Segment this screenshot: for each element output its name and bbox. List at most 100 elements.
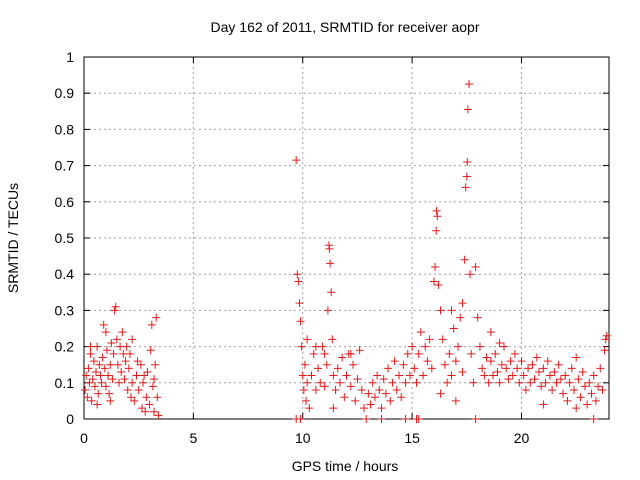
data-point [526, 378, 535, 387]
data-point [397, 393, 406, 402]
data-point [447, 371, 456, 380]
data-point [432, 226, 441, 235]
data-point [510, 349, 519, 358]
data-point [447, 306, 456, 315]
data-point [88, 375, 97, 384]
data-point [320, 349, 329, 358]
data-point [139, 378, 148, 387]
data-point [298, 371, 307, 380]
data-point [432, 206, 441, 215]
data-point [585, 378, 594, 387]
data-point [309, 349, 318, 358]
data-point [120, 375, 129, 384]
data-point [349, 360, 358, 369]
data-point [360, 404, 368, 413]
data-point [466, 270, 475, 279]
data-point [314, 364, 323, 373]
data-point [147, 320, 156, 329]
data-point [329, 404, 338, 413]
data-point [112, 335, 121, 344]
x-axis-label: GPS time / hours [292, 458, 399, 474]
data-point [598, 386, 607, 395]
data-point [433, 212, 442, 221]
data-point [146, 346, 155, 355]
data-point [541, 378, 550, 387]
data-point [95, 360, 104, 369]
data-point [451, 396, 460, 405]
data-point [93, 400, 102, 409]
data-point [463, 105, 472, 114]
data-point [530, 375, 539, 384]
data-point [328, 335, 337, 344]
data-point [517, 357, 526, 366]
data-point [90, 382, 99, 391]
data-point [104, 371, 113, 380]
data-point [86, 349, 95, 358]
data-point [578, 367, 587, 376]
data-point [436, 389, 445, 398]
data-point [89, 357, 98, 366]
data-point [495, 378, 504, 387]
data-point [377, 415, 386, 423]
data-point [513, 364, 522, 373]
data-point [408, 342, 417, 351]
data-point [596, 364, 605, 373]
data-point [86, 342, 95, 351]
x-tick-label: 0 [80, 430, 88, 446]
data-point [594, 382, 603, 391]
data-point [82, 371, 91, 380]
data-point [471, 415, 480, 423]
data-point [364, 389, 373, 398]
data-point [299, 386, 308, 395]
data-point [458, 367, 467, 376]
data-point [151, 360, 160, 369]
data-point [583, 400, 592, 409]
data-point [449, 324, 458, 333]
data-point [399, 360, 408, 369]
data-point [574, 375, 583, 384]
data-point [388, 378, 397, 387]
data-point [143, 367, 152, 376]
data-point [152, 313, 161, 322]
data-point [115, 378, 123, 387]
data-point [456, 313, 465, 322]
data-point [346, 382, 355, 391]
y-tick-label: 0.6 [55, 194, 75, 210]
x-tick-label: 10 [295, 430, 311, 446]
data-point [462, 172, 471, 181]
data-point [537, 382, 546, 391]
data-point [601, 335, 610, 344]
y-tick-label: 0.2 [55, 339, 75, 355]
data-point [320, 382, 329, 391]
data-point [567, 364, 576, 373]
y-tick-label: 0.9 [55, 85, 75, 101]
y-tick-label: 1 [66, 49, 74, 65]
data-point [436, 306, 445, 315]
y-tick-label: 0.8 [55, 121, 75, 137]
data-point [486, 357, 495, 366]
data-point [98, 353, 107, 362]
data-point [101, 382, 110, 391]
data-point [340, 393, 349, 402]
data-point [106, 396, 115, 405]
data-point [83, 393, 92, 402]
data-point [431, 262, 440, 271]
data-point [600, 346, 609, 355]
data-point [87, 396, 96, 405]
data-point [118, 328, 127, 337]
data-point [386, 396, 395, 405]
data-point [443, 378, 452, 387]
data-point [493, 367, 502, 376]
data-point [148, 382, 157, 391]
data-point [292, 415, 301, 423]
data-point [366, 400, 375, 409]
data-point [465, 80, 473, 89]
data-point [137, 404, 146, 413]
data-point [497, 360, 506, 369]
data-point [414, 349, 423, 358]
data-point [81, 386, 90, 395]
data-point [486, 328, 495, 337]
data-point [110, 306, 119, 315]
data-point [357, 386, 366, 395]
